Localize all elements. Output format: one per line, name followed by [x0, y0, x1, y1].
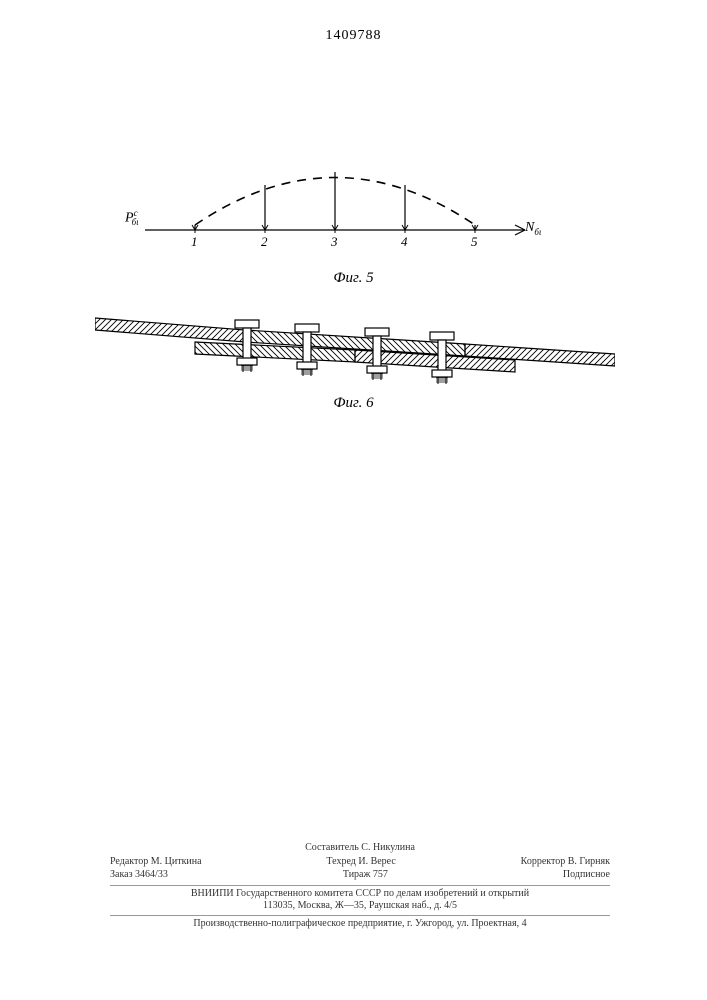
y-axis-label-sub: бι	[132, 217, 139, 227]
tick-label-3: 3	[331, 234, 338, 250]
imprint-line3: Производственно-полиграфическое предприя…	[110, 918, 610, 931]
figure-5: Pcбι Nбι 1 2 3 4 5	[125, 130, 555, 270]
y-axis-label: Pcбι	[125, 208, 139, 227]
imprint-rule-2	[110, 915, 610, 916]
page: 1409788	[0, 0, 707, 1000]
imprint-order: Заказ 3464/33	[110, 869, 168, 882]
tick-label-5: 5	[471, 234, 478, 250]
fig5-caption: Фиг. 5	[0, 270, 707, 287]
imprint-editor: Редактор М. Циткина	[110, 856, 202, 869]
imprint-subscription: Подписное	[563, 869, 610, 882]
left-plate-top	[95, 318, 245, 342]
x-axis-label-sub: бι	[534, 227, 541, 237]
tick-label-4: 4	[401, 234, 408, 250]
x-axis-label: Nбι	[525, 220, 541, 237]
arrow-top	[515, 225, 525, 230]
arrow-bottom	[515, 230, 525, 235]
fig5-svg	[125, 130, 555, 270]
fig6-caption: Фиг. 6	[0, 395, 707, 412]
tick-label-1: 1	[191, 234, 198, 250]
imprint-line1: ВНИИПИ Государственного комитета СССР по…	[110, 888, 610, 901]
tick-label-2: 2	[261, 234, 268, 250]
imprint-compiler: Составитель С. Никулина	[110, 842, 610, 855]
imprint-block: Составитель С. Никулина Редактор М. Цитк…	[110, 842, 610, 930]
imprint-corrector: Корректор В. Гирняк	[521, 856, 610, 869]
imprint-tirage: Тираж 757	[343, 869, 388, 882]
figure-6	[95, 300, 615, 390]
imprint-techred: Техред И. Верес	[326, 856, 395, 869]
fig6-svg	[95, 300, 615, 390]
imprint-rule-1	[110, 885, 610, 886]
imprint-line2: 113035, Москва, Ж—35, Раушская наб., д. …	[110, 900, 610, 913]
patent-number: 1409788	[0, 28, 707, 44]
x-axis-label-main: N	[525, 220, 534, 235]
